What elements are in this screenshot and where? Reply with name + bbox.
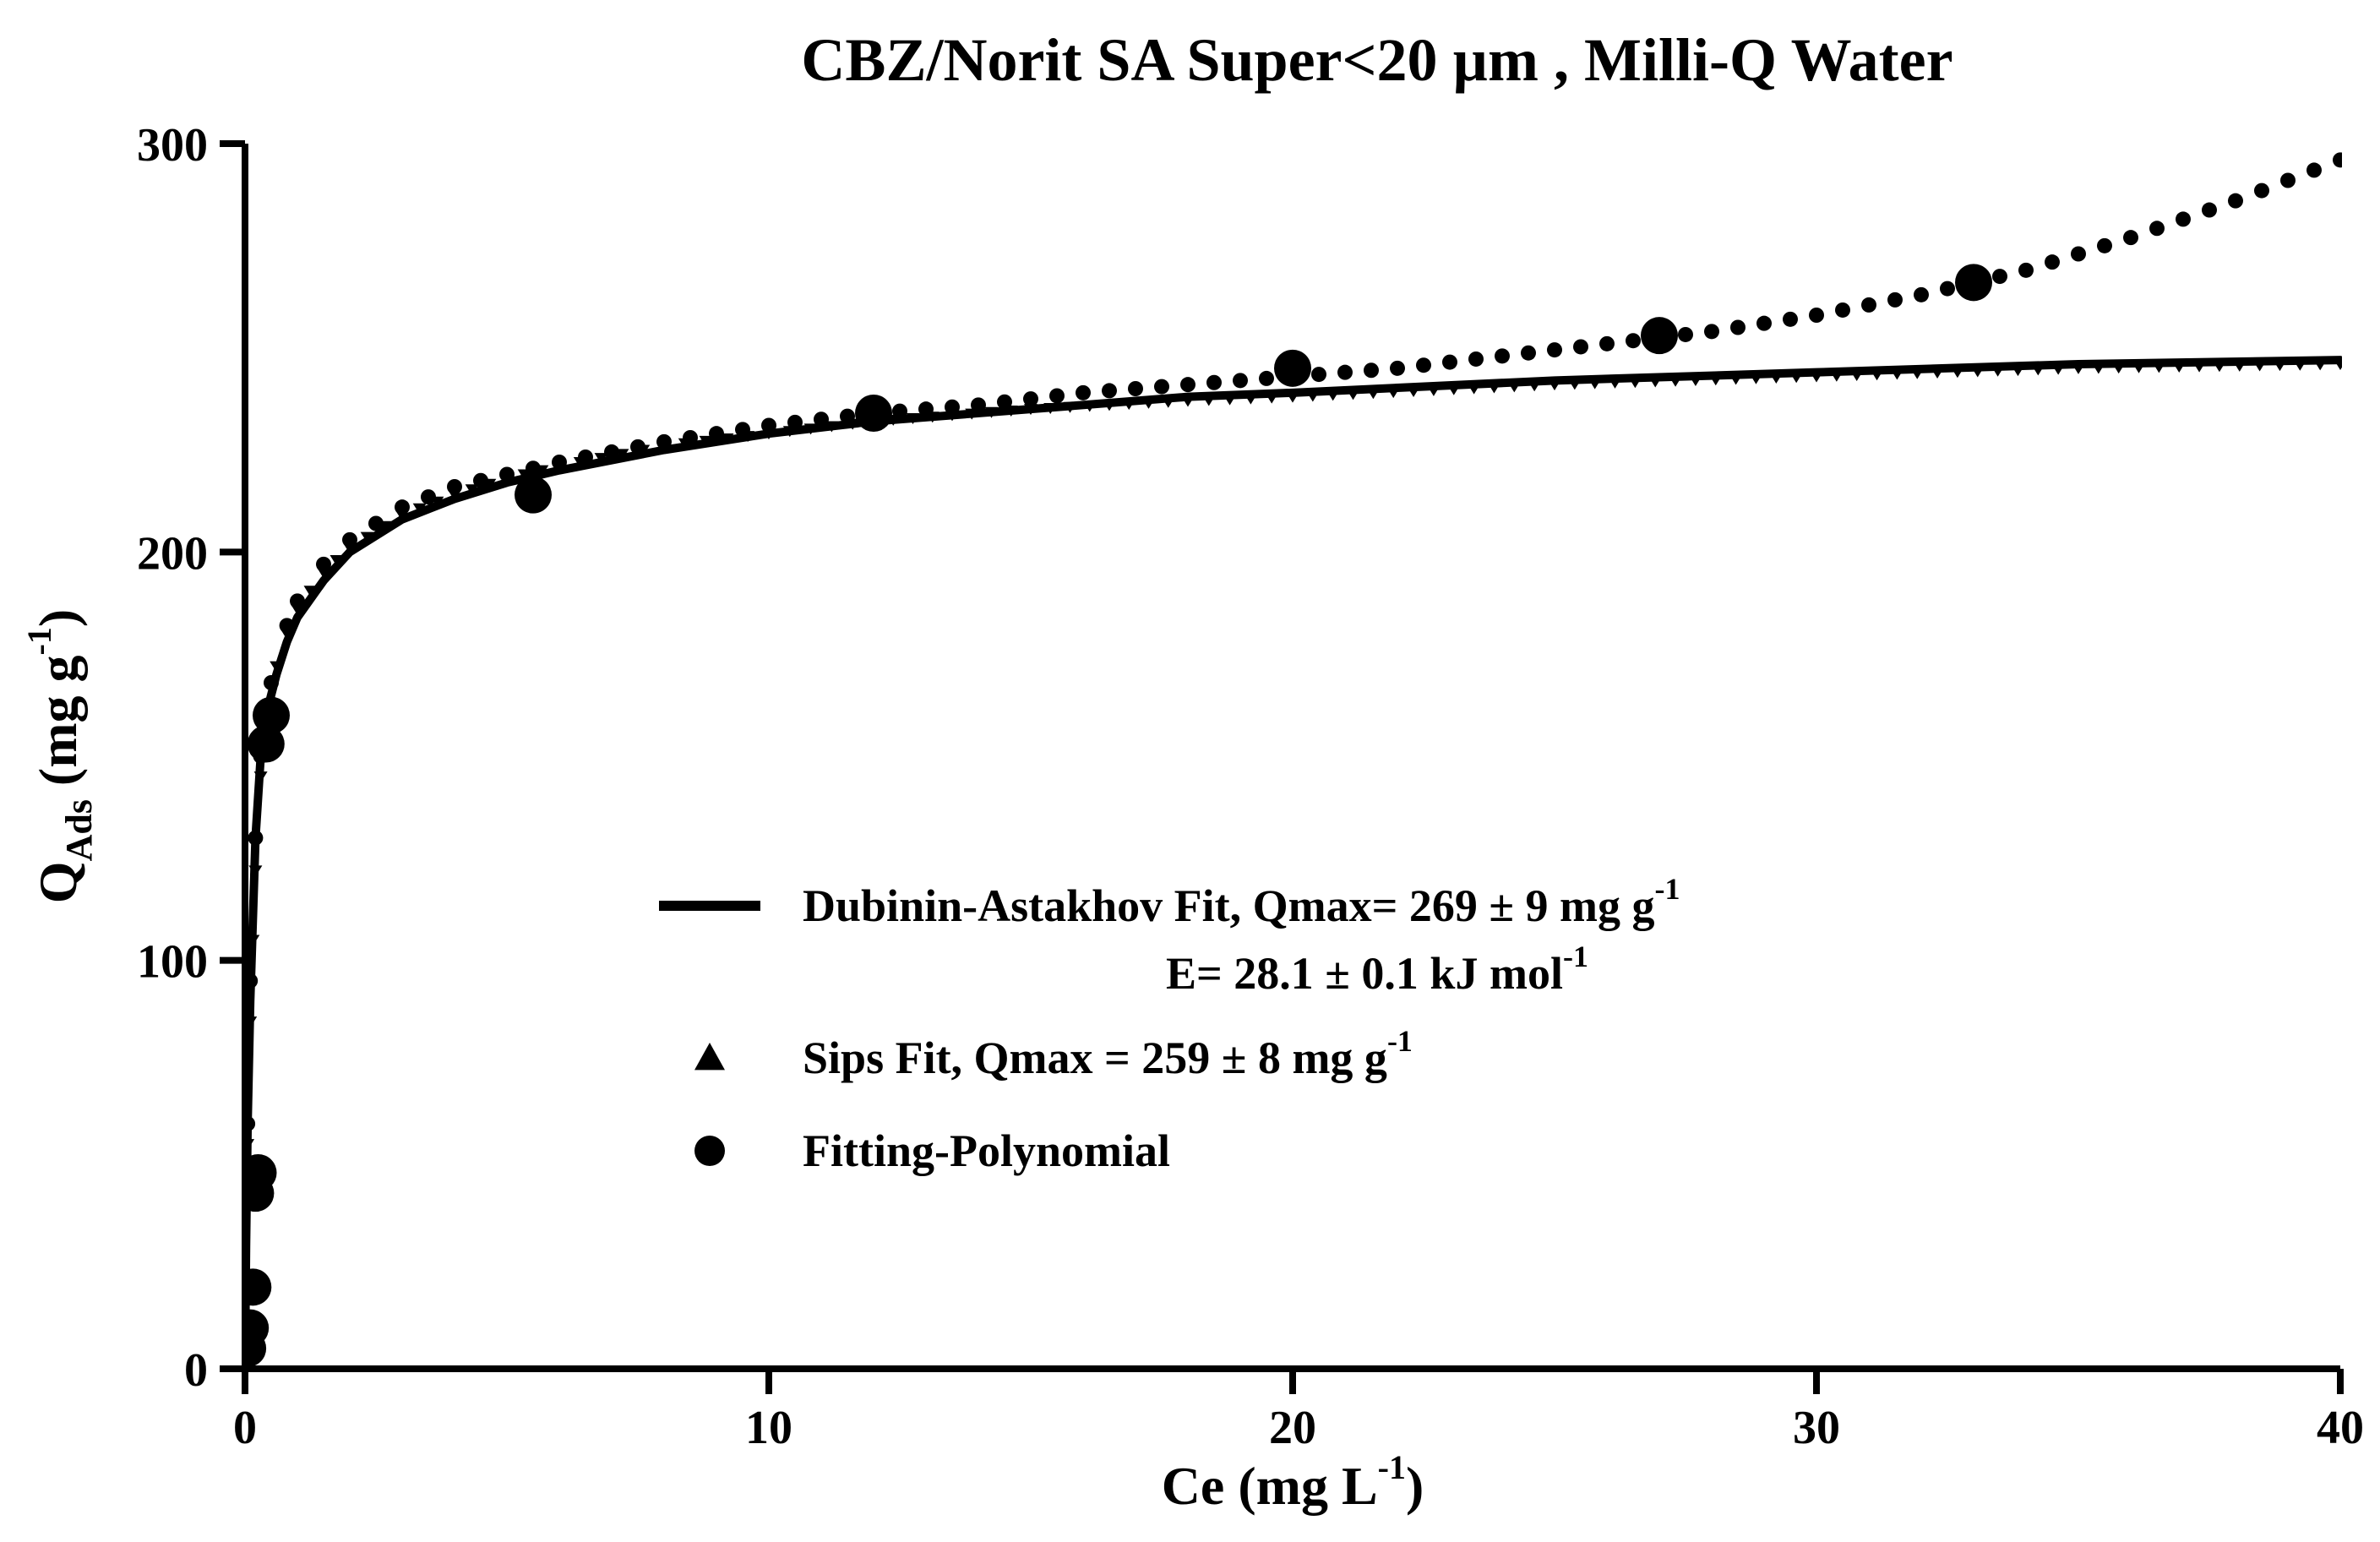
legend-polynomial: Fitting-Polynomial	[803, 1125, 1170, 1176]
legend-dubinin: Dubinin-Astakhov Fit, Qmax= 269 ± 9 mg g…	[803, 872, 1680, 931]
x-tick-label: 0	[233, 1402, 257, 1454]
x-tick-label: 40	[2317, 1402, 2364, 1454]
series-sips	[238, 359, 2347, 1375]
series-data_points	[229, 264, 1992, 1367]
y-tick-label: 100	[137, 936, 208, 989]
legend-marker-circle	[694, 1136, 725, 1166]
plot-area	[229, 152, 2348, 1376]
y-axis-label: QAds (mg g-1)	[20, 609, 100, 903]
series-dubinin	[245, 360, 2340, 1369]
y-tick-label: 200	[137, 527, 208, 580]
series-polynomial	[237, 152, 2348, 1376]
x-axis-label: Ce (mg L-1)	[1162, 1448, 1424, 1516]
legend-sips: Sips Fit, Qmax = 259 ± 8 mg g-1	[803, 1024, 1413, 1083]
y-tick-label: 300	[137, 119, 208, 172]
legend-dubinin-2: E= 28.1 ± 0.1 kJ mol-1	[1166, 940, 1588, 999]
x-tick-label: 20	[1269, 1402, 1316, 1454]
chart-container: CBZ/Norit SA Super<20 µm , Milli-Q Water…	[0, 0, 2380, 1542]
legend-marker-triangle	[694, 1043, 725, 1070]
y-tick-label: 0	[184, 1344, 208, 1397]
x-tick-label: 10	[745, 1402, 792, 1454]
chart-title: CBZ/Norit SA Super<20 µm , Milli-Q Water	[801, 26, 1952, 94]
x-tick-label: 30	[1793, 1402, 1840, 1454]
adsorption-chart: CBZ/Norit SA Super<20 µm , Milli-Q Water…	[0, 0, 2380, 1542]
